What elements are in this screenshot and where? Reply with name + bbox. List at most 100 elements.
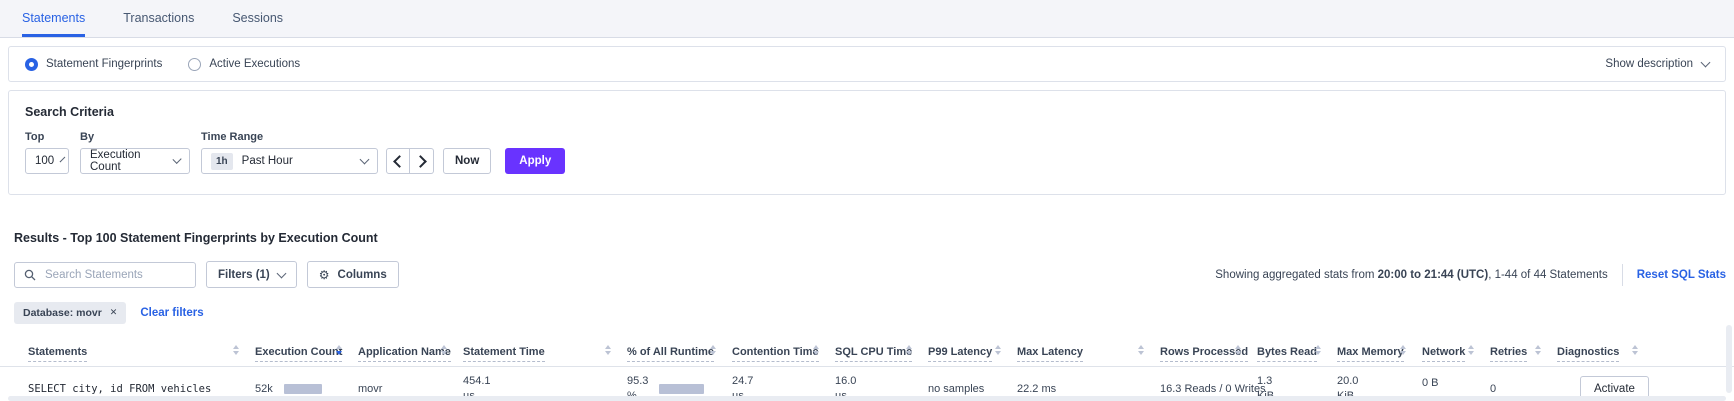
clear-filters-link[interactable]: Clear filters: [140, 307, 204, 319]
tab-sessions[interactable]: Sessions: [232, 10, 284, 25]
col-header-execution-count[interactable]: Execution Count: [255, 342, 343, 362]
max-memory-unit: KiB: [1337, 389, 1354, 401]
sort-icon-max-memory[interactable]: [1400, 345, 1406, 355]
sort-icon-p99-latency[interactable]: [995, 345, 1001, 355]
col-header-bytes-read[interactable]: Bytes Read: [1257, 342, 1317, 362]
contention-time-value: 24.7: [732, 375, 754, 387]
sort-icon-max-latency[interactable]: [1138, 345, 1144, 355]
statement-fingerprint-link[interactable]: SELECT city, id FROM vehicles: [28, 383, 212, 395]
radio-label: Active Executions: [209, 58, 301, 70]
bytes-read-value: 1.3: [1257, 375, 1273, 387]
col-header-rows-processed[interactable]: Rows Processed: [1160, 342, 1249, 362]
by-select[interactable]: Execution Count: [80, 148, 190, 174]
filter-chip-database-movr[interactable]: Database: movr ✕: [14, 302, 127, 324]
search-statements-input[interactable]: [43, 267, 186, 282]
col-header-max-memory[interactable]: Max Memory: [1337, 342, 1404, 362]
chevron-down-icon: [172, 154, 182, 165]
radio-statement-fingerprints[interactable]: Statement Fingerprints: [25, 57, 163, 71]
apply-button[interactable]: Apply: [505, 148, 566, 174]
col-header-max-latency[interactable]: Max Latency: [1017, 342, 1084, 362]
time-range-label: Time Range: [201, 131, 264, 143]
col-header-application-name[interactable]: Application Name: [358, 342, 451, 362]
time-range-value: Past Hour: [241, 155, 293, 167]
radio-active-executions[interactable]: Active Executions: [188, 57, 301, 71]
sql-cpu-time-unit: µs: [835, 389, 847, 401]
sort-icon-contention-time[interactable]: [813, 345, 819, 355]
sort-icon-statement-time[interactable]: [605, 345, 611, 355]
cell-pct-runtime: 95.3 %: [627, 367, 705, 401]
gear-icon: ⚙: [318, 267, 330, 282]
chevron-down-icon: [359, 154, 370, 165]
vertical-scrollbar[interactable]: [1726, 325, 1732, 393]
pct-runtime-value: 95.3: [627, 375, 649, 387]
sort-icon-execution-count-desc[interactable]: [336, 345, 342, 355]
chevron-down-icon: [276, 268, 287, 278]
columns-button-label: Columns: [337, 268, 387, 281]
time-range-field-group: Time Range 1h Past Hour: [201, 131, 378, 174]
tab-statements[interactable]: Statements: [22, 0, 86, 37]
chevron-down-icon: [59, 156, 66, 163]
contention-time-unit: µs: [732, 389, 744, 401]
cell-statement-time: 454.1 µs: [463, 367, 491, 401]
execution-count-value: 52k: [255, 383, 273, 395]
columns-button[interactable]: ⚙ Columns: [306, 261, 399, 288]
aggregated-stats-status: Showing aggregated stats from 20:00 to 2…: [1215, 269, 1607, 281]
table-header-row: Statements Execution Count Application N…: [0, 337, 1734, 367]
col-header-sql-cpu-time[interactable]: SQL CPU Time: [835, 342, 913, 362]
results-heading: Results - Top 100 Statement Fingerprints…: [14, 231, 378, 245]
sort-icon-retries[interactable]: [1535, 345, 1541, 355]
filters-button[interactable]: Filters (1): [206, 261, 297, 288]
active-filters-row: Database: movr ✕ Clear filters: [14, 302, 1726, 324]
show-description-toggle[interactable]: Show description: [1605, 57, 1711, 70]
sort-icon-pct-runtime[interactable]: [710, 345, 716, 355]
cell-p99-latency: no samples: [928, 383, 985, 395]
remove-filter-icon[interactable]: ✕: [109, 308, 118, 318]
show-description-label: Show description: [1605, 58, 1693, 70]
radio-label: Statement Fingerprints: [46, 58, 163, 70]
sort-icon-sql-cpu-time[interactable]: [906, 345, 912, 355]
chevron-right-icon: [414, 154, 427, 168]
next-time-window-button[interactable]: [410, 148, 434, 174]
tab-transactions[interactable]: Transactions: [123, 10, 195, 25]
now-button[interactable]: Now: [443, 148, 492, 174]
sort-icon-statements[interactable]: [233, 345, 239, 355]
sort-icon-rows-processed[interactable]: [1235, 345, 1241, 355]
cell-max-latency: 22.2 ms: [1017, 383, 1057, 395]
cell-application-name: movr: [358, 383, 383, 395]
col-header-pct-runtime[interactable]: % of All Runtime: [627, 342, 714, 362]
by-select-value: Execution Count: [90, 149, 141, 173]
top-field-group: Top 100: [25, 131, 69, 174]
view-mode-bar: Statement Fingerprints Active Executions…: [8, 46, 1726, 82]
top-field-label: Top: [25, 131, 45, 143]
col-header-p99-latency[interactable]: P99 Latency: [928, 342, 993, 362]
sort-icon-application-name[interactable]: [441, 345, 447, 355]
filter-chip-label: Database: movr: [23, 307, 102, 319]
time-range-select[interactable]: 1h Past Hour: [201, 148, 378, 174]
cell-contention-time: 24.7 µs: [732, 367, 753, 401]
col-header-contention-time[interactable]: Contention Time: [732, 342, 819, 362]
execution-count-bar: [283, 384, 322, 394]
reset-sql-stats-link[interactable]: Reset SQL Stats: [1636, 268, 1726, 281]
sort-icon-diagnostics[interactable]: [1632, 345, 1638, 355]
col-header-retries[interactable]: Retries: [1490, 342, 1528, 362]
search-icon: [24, 269, 36, 280]
cell-rows-processed: 16.3 Reads / 0 Writes: [1160, 383, 1266, 395]
previous-time-window-button[interactable]: [386, 148, 410, 174]
search-criteria-title: Search Criteria: [25, 105, 114, 119]
max-memory-value: 20.0: [1337, 375, 1359, 387]
sort-icon-network[interactable]: [1468, 345, 1474, 355]
sql-cpu-time-value: 16.0: [835, 375, 857, 387]
chevron-down-icon: [1700, 57, 1711, 68]
chevron-left-icon: [392, 154, 406, 168]
top-select[interactable]: 100: [25, 148, 69, 174]
horizontal-scrollbar[interactable]: [8, 396, 1726, 401]
col-header-statements[interactable]: Statements: [28, 342, 88, 362]
col-header-network[interactable]: Network: [1422, 342, 1466, 362]
search-statements-box: [14, 261, 196, 288]
pct-runtime-unit: %: [627, 389, 637, 401]
pct-runtime-text: 95.3 %: [627, 374, 648, 401]
col-header-diagnostics[interactable]: Diagnostics: [1557, 342, 1620, 362]
sort-icon-bytes-read[interactable]: [1315, 345, 1321, 355]
col-header-statement-time[interactable]: Statement Time: [463, 342, 545, 362]
cell-retries: 0: [1490, 383, 1497, 395]
